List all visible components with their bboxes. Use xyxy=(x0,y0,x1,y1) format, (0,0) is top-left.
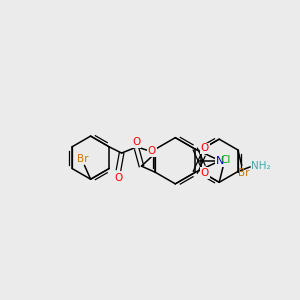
Text: N: N xyxy=(216,156,224,166)
Text: O: O xyxy=(200,143,209,153)
Text: O: O xyxy=(114,173,123,183)
Text: Br: Br xyxy=(238,168,250,178)
Text: O: O xyxy=(132,137,140,147)
Text: O: O xyxy=(148,146,156,157)
Text: NH₂: NH₂ xyxy=(251,161,271,171)
Text: O: O xyxy=(200,168,209,178)
Text: Cl: Cl xyxy=(220,155,230,165)
Text: Br: Br xyxy=(77,154,89,164)
